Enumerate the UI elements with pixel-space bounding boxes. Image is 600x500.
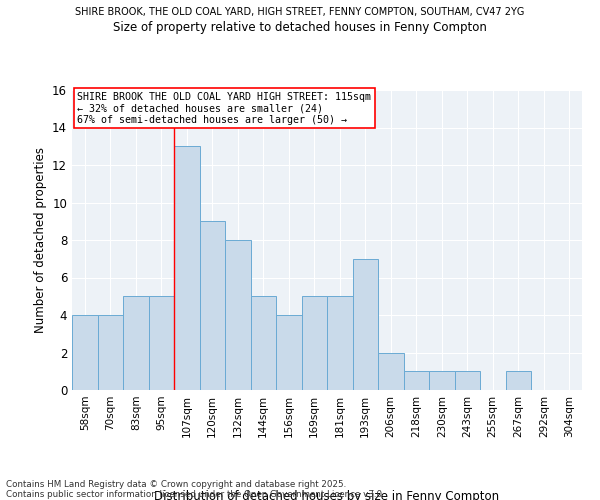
Bar bbox=[174, 146, 199, 390]
Bar bbox=[455, 371, 480, 390]
Bar bbox=[199, 221, 225, 390]
Text: SHIRE BROOK, THE OLD COAL YARD, HIGH STREET, FENNY COMPTON, SOUTHAM, CV47 2YG: SHIRE BROOK, THE OLD COAL YARD, HIGH STR… bbox=[76, 8, 524, 18]
Bar bbox=[123, 296, 149, 390]
Bar bbox=[302, 296, 327, 390]
Bar bbox=[353, 259, 378, 390]
Bar bbox=[97, 315, 123, 390]
Bar bbox=[327, 296, 353, 390]
Bar bbox=[276, 315, 302, 390]
Bar bbox=[251, 296, 276, 390]
Text: SHIRE BROOK THE OLD COAL YARD HIGH STREET: 115sqm
← 32% of detached houses are s: SHIRE BROOK THE OLD COAL YARD HIGH STREE… bbox=[77, 92, 371, 124]
Bar bbox=[429, 371, 455, 390]
Bar bbox=[72, 315, 97, 390]
Text: Contains HM Land Registry data © Crown copyright and database right 2025.
Contai: Contains HM Land Registry data © Crown c… bbox=[6, 480, 385, 499]
Y-axis label: Number of detached properties: Number of detached properties bbox=[34, 147, 47, 333]
Bar bbox=[225, 240, 251, 390]
Text: Size of property relative to detached houses in Fenny Compton: Size of property relative to detached ho… bbox=[113, 22, 487, 35]
Bar bbox=[378, 352, 404, 390]
Bar bbox=[404, 371, 429, 390]
Bar bbox=[505, 371, 531, 390]
Bar bbox=[149, 296, 174, 390]
X-axis label: Distribution of detached houses by size in Fenny Compton: Distribution of detached houses by size … bbox=[154, 490, 500, 500]
